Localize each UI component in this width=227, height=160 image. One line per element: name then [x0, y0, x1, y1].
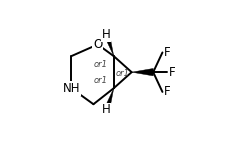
Text: or1: or1 — [93, 76, 107, 85]
Polygon shape — [104, 88, 113, 110]
Text: or1: or1 — [115, 69, 129, 78]
Text: NH: NH — [62, 82, 80, 95]
Polygon shape — [104, 34, 113, 56]
Text: H: H — [101, 103, 110, 116]
Text: O: O — [93, 38, 102, 51]
Text: or1: or1 — [93, 60, 107, 69]
Text: F: F — [168, 66, 175, 79]
Text: H: H — [101, 28, 110, 41]
Text: F: F — [164, 46, 170, 59]
Polygon shape — [131, 68, 153, 76]
Text: F: F — [164, 85, 170, 98]
